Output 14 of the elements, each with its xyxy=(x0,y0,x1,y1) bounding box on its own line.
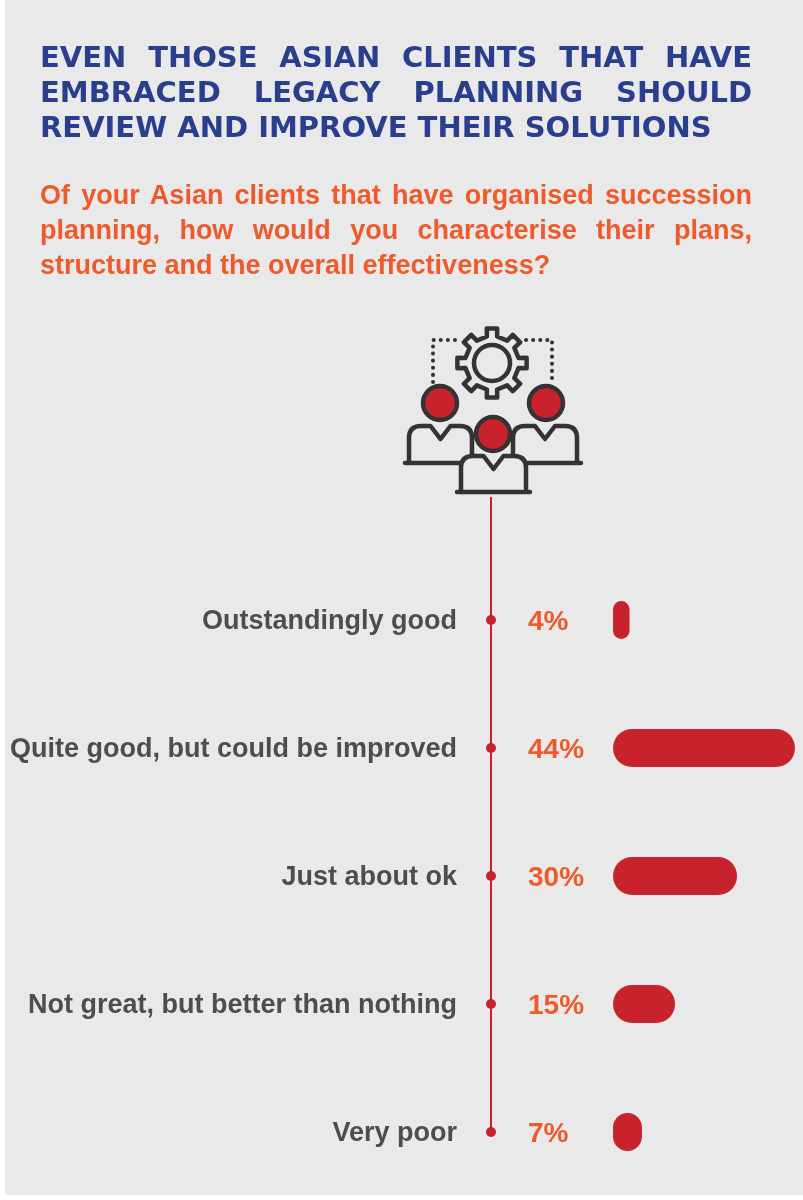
y-tick-label: Outstandingly good xyxy=(202,605,457,635)
y-tick-label: Very poor xyxy=(332,1117,458,1147)
bar xyxy=(613,857,738,895)
data-label: 4% xyxy=(528,604,569,636)
y-tick-label: Just about ok xyxy=(281,861,458,891)
y-tick-label: Quite good, but could be improved xyxy=(10,733,457,763)
data-label: 30% xyxy=(528,860,585,892)
bar xyxy=(613,729,795,767)
y-tick-label: Not great, but better than nothing xyxy=(28,989,457,1019)
text: Of your Asian clients that have organised succession planning, how would you characterise their plans, structure and the overall effectiveness? xyxy=(40,179,752,282)
data-label: 15% xyxy=(528,988,585,1020)
data-label: 44% xyxy=(528,732,585,764)
data-label: 7% xyxy=(528,1116,569,1148)
chart-title: EVEN THOSE ASIAN CLIENTS THAT HAVE EMBRACED LEGACY PLANNING SHOULD REVIEW AND IMPROVE THEIR SOLUTIONS xyxy=(40,40,752,145)
